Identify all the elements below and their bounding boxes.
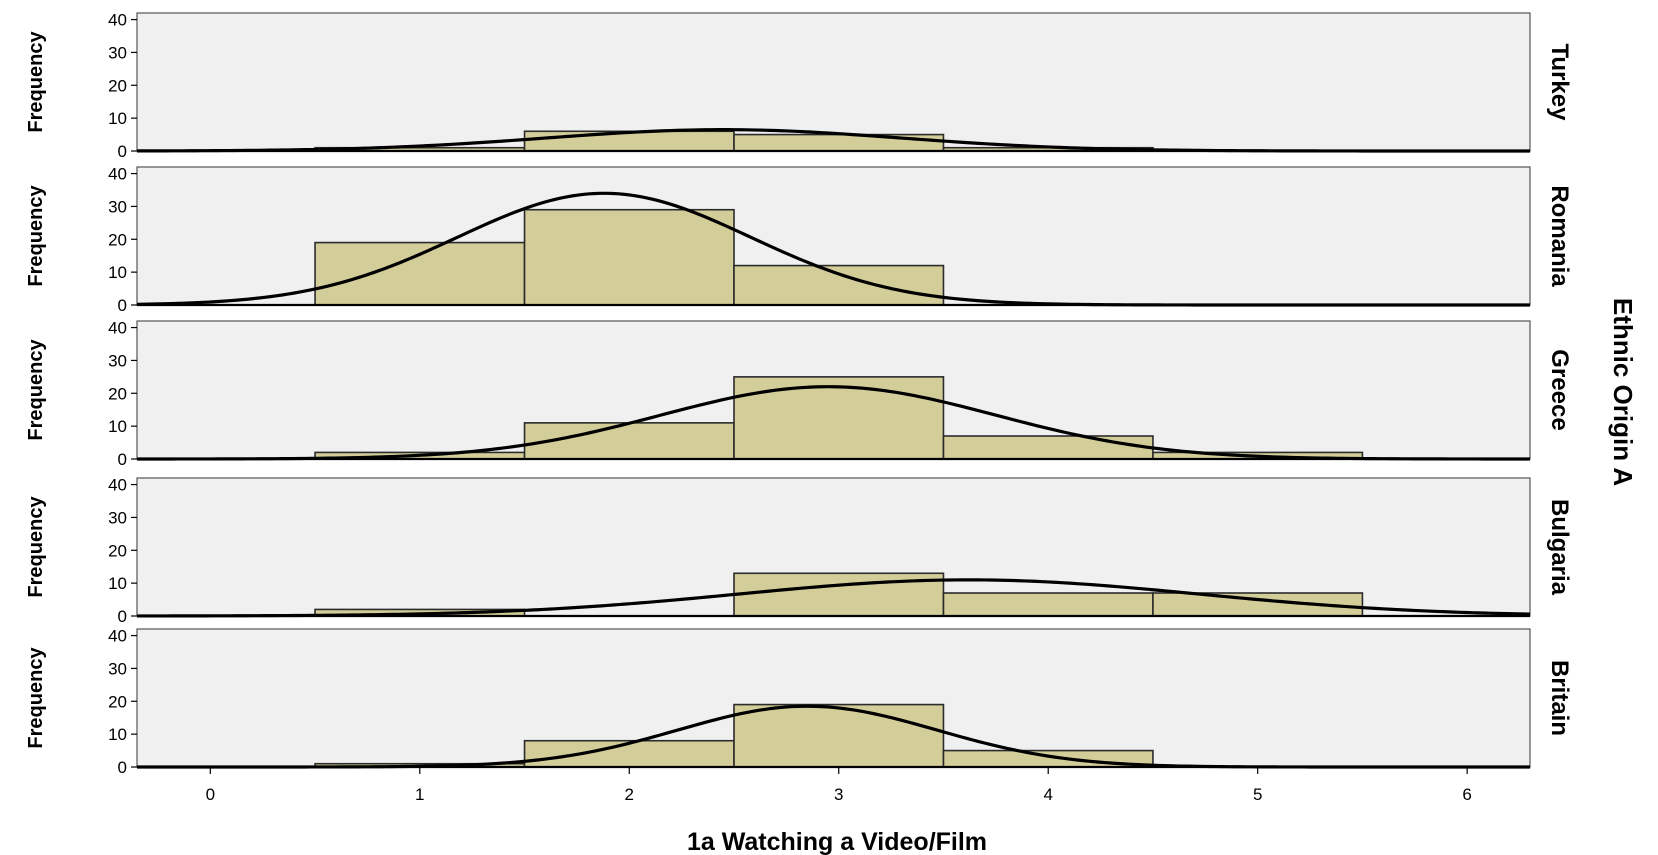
y-tick-label: 30 bbox=[108, 351, 127, 370]
y-tick-label: 20 bbox=[108, 384, 127, 403]
histogram-bar bbox=[942, 435, 1154, 460]
y-tick-label: 20 bbox=[108, 76, 127, 95]
histogram-bar bbox=[733, 572, 945, 617]
x-tick-label: 3 bbox=[834, 785, 843, 804]
panels-layer: 0 10 20 30 40 Frequency Turkey 0 10 20 30 40 Frequen… bbox=[25, 11, 1573, 777]
x-tick-label: 2 bbox=[625, 785, 634, 804]
y-tick-label: 0 bbox=[118, 296, 127, 315]
y-tick-label: 40 bbox=[108, 11, 127, 30]
y-tick-label: 20 bbox=[108, 230, 127, 249]
x-tick-label: 4 bbox=[1043, 785, 1052, 804]
y-axis-title: Frequency bbox=[25, 31, 47, 133]
y-axis-title: Frequency bbox=[25, 185, 47, 287]
facet-label-romania: Romania bbox=[1546, 185, 1573, 287]
y-tick-label: 10 bbox=[108, 574, 127, 593]
y-tick-label: 30 bbox=[108, 659, 127, 678]
y-tick-label: 30 bbox=[108, 197, 127, 216]
panel-britain: 0 10 20 30 40 Frequency Britain bbox=[25, 627, 1573, 777]
y-tick-label: 20 bbox=[108, 541, 127, 560]
facet-label-bulgaria: Bulgaria bbox=[1546, 499, 1573, 596]
panel-background bbox=[136, 12, 1531, 152]
y-tick-label: 0 bbox=[118, 142, 127, 161]
y-tick-label: 40 bbox=[108, 476, 127, 495]
x-tick-label: 6 bbox=[1462, 785, 1471, 804]
panel-greece: 0 10 20 30 40 Frequency Greece bbox=[25, 319, 1573, 469]
histogram-bar bbox=[733, 264, 945, 306]
histogram-bar bbox=[523, 422, 735, 460]
y-tick-label: 30 bbox=[108, 43, 127, 62]
y-axis-title: Frequency bbox=[25, 496, 47, 598]
y-tick-label: 0 bbox=[118, 758, 127, 777]
y-tick-label: 40 bbox=[108, 165, 127, 184]
histogram-bar bbox=[523, 130, 735, 152]
y-tick-label: 40 bbox=[108, 627, 127, 646]
histogram-bar bbox=[733, 376, 945, 460]
y-tick-label: 0 bbox=[118, 607, 127, 626]
x-axis: 0 1 2 3 4 5 6 bbox=[206, 767, 1472, 804]
x-tick-label: 1 bbox=[415, 785, 424, 804]
x-tick-label: 0 bbox=[206, 785, 215, 804]
y-axis-title: Frequency bbox=[25, 647, 47, 749]
y-tick-label: 10 bbox=[108, 417, 127, 436]
facet-title: Ethnic Origin A bbox=[1608, 298, 1638, 486]
normal-curve bbox=[136, 385, 1530, 461]
histogram-bar bbox=[942, 592, 1154, 617]
histogram-bar bbox=[733, 703, 945, 768]
y-tick-label: 10 bbox=[108, 109, 127, 128]
y-tick-label: 10 bbox=[108, 725, 127, 744]
panel-bulgaria: 0 10 20 30 40 Frequency Bulgaria bbox=[25, 476, 1573, 626]
histogram-bar bbox=[523, 208, 735, 306]
y-tick-label: 10 bbox=[108, 263, 127, 282]
facet-label-greece: Greece bbox=[1546, 349, 1573, 430]
facet-label-turkey: Turkey bbox=[1546, 44, 1573, 122]
histogram-bar bbox=[733, 133, 945, 152]
y-tick-label: 20 bbox=[108, 692, 127, 711]
normal-curve bbox=[136, 578, 1531, 618]
panel-turkey: 0 10 20 30 40 Frequency Turkey bbox=[25, 11, 1573, 161]
y-tick-label: 0 bbox=[118, 450, 127, 469]
y-tick-label: 40 bbox=[108, 319, 127, 338]
histogram-bar bbox=[314, 241, 526, 306]
facet-label-britain: Britain bbox=[1546, 660, 1573, 736]
y-tick-label: 30 bbox=[108, 508, 127, 527]
panel-romania: 0 10 20 30 40 Frequency Romania bbox=[25, 165, 1573, 315]
x-axis-title: 1a Watching a Video/Film bbox=[687, 828, 987, 855]
x-tick-label: 5 bbox=[1253, 785, 1262, 804]
y-axis-title: Frequency bbox=[25, 339, 47, 441]
